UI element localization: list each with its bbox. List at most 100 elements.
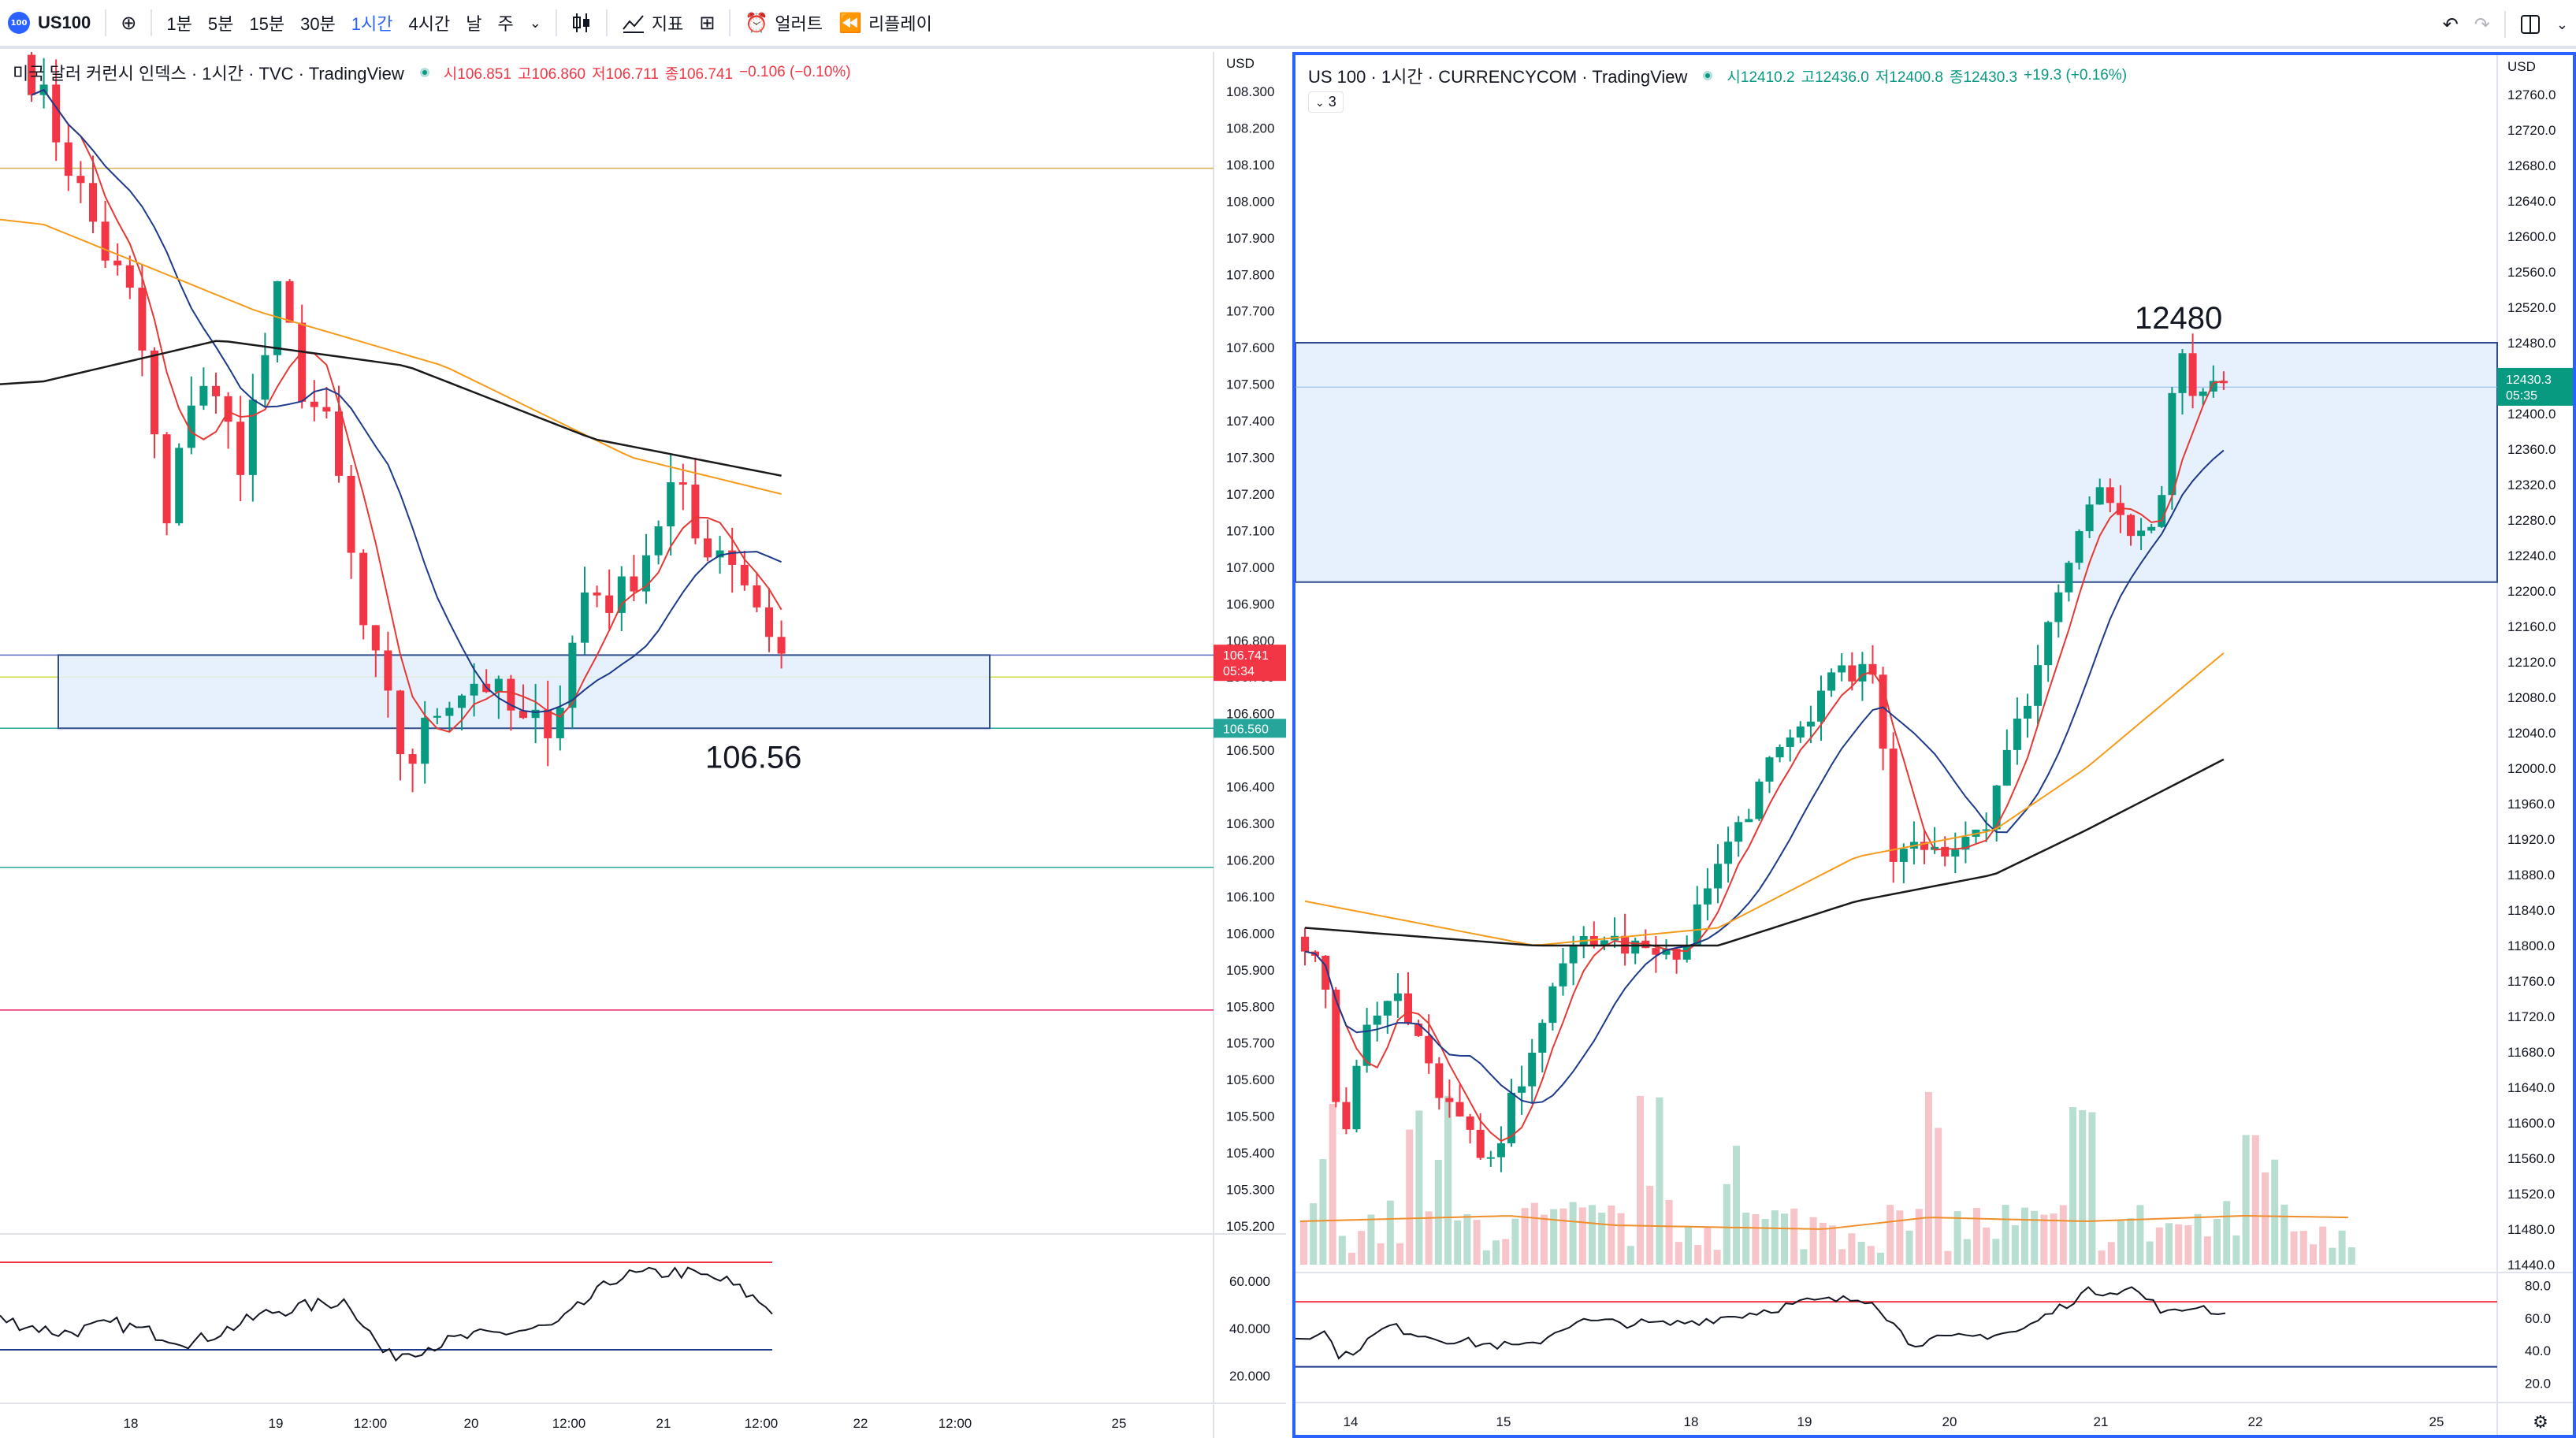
chevron-down-icon: ⌄	[529, 14, 541, 32]
interval-5m[interactable]: 5분	[207, 14, 234, 34]
price-tick-label: 12040.0	[2507, 726, 2556, 741]
symbol-logo-icon: 100	[8, 12, 30, 34]
time-tick-label: 18	[124, 1416, 139, 1431]
interval-30m[interactable]: 30분	[300, 14, 336, 34]
candle-body	[1548, 986, 1557, 1024]
rsi-tick-label: 20.000	[1229, 1369, 1270, 1384]
candle-body	[1714, 864, 1722, 889]
volume-bar	[2299, 1231, 2307, 1265]
candle-body	[1332, 990, 1340, 1102]
us100-chart-canvas[interactable]: USD 12760.0 12720.0 12680.0 12640.0 12600.0 12…	[1295, 55, 2573, 1435]
candle-body	[654, 526, 663, 556]
volume-bar	[2136, 1205, 2144, 1265]
volume-bar	[2098, 1250, 2106, 1265]
price-tick-label: 12520.0	[2507, 300, 2556, 315]
volume-bar	[1482, 1250, 1490, 1265]
candle-body	[2106, 487, 2114, 503]
volume-bar	[1694, 1245, 1702, 1265]
volume-bar	[1771, 1210, 1779, 1265]
layout-templates-button[interactable]: ⊞	[691, 0, 723, 47]
alert-button[interactable]: ⏰ 얼러트	[737, 0, 831, 47]
price-tick-label: 12240.0	[2507, 548, 2556, 563]
volume-bar	[1925, 1091, 1932, 1265]
replay-button[interactable]: ⏪ 리플레이	[831, 0, 940, 47]
candle-body	[1817, 690, 1825, 722]
volume-ma-line	[1299, 1215, 2348, 1230]
candle-body	[433, 715, 441, 718]
candle-body	[248, 399, 257, 475]
candle-body	[1992, 785, 2001, 830]
symbol-search[interactable]: 100 US100	[0, 0, 99, 47]
candle-body	[1559, 963, 1567, 987]
redo-button[interactable]: ↷	[2466, 0, 2498, 49]
rsi-tick-label: 20.0	[2525, 1376, 2551, 1391]
candle-body	[1858, 663, 1867, 682]
compare-add-button[interactable]: ⊕	[113, 0, 144, 47]
volume-bar	[2262, 1172, 2269, 1265]
price-tick-label: 106.100	[1226, 890, 1274, 905]
volume-bar	[2011, 1225, 2019, 1265]
volume-bar	[2242, 1135, 2250, 1265]
indicators-collapse-toggle[interactable]: ⌄ 3	[1308, 91, 1344, 113]
candle-body	[531, 709, 540, 719]
price-tick-label: 11480.0	[2507, 1222, 2555, 1237]
candle-body	[716, 550, 724, 558]
market-status-icon	[419, 68, 429, 77]
chart-type-button[interactable]	[563, 0, 600, 47]
interval-1h[interactable]: 1시간	[351, 14, 393, 34]
chart-panel-dxy[interactable]: USD 108.300 108.200 108.100 108.000 107.900 10…	[0, 52, 1286, 1438]
symbol-label: US100	[38, 13, 91, 32]
volume-bar	[2165, 1223, 2173, 1265]
zone-price-badge	[1214, 719, 1286, 738]
volume-bar	[2232, 1235, 2240, 1265]
volume-bar	[1848, 1233, 1856, 1265]
volume-bar	[1598, 1213, 1606, 1265]
dxy-chart-canvas[interactable]: USD 108.300 108.200 108.100 108.000 107.900 10…	[0, 52, 1286, 1438]
candle-body	[2147, 526, 2156, 531]
price-tick-label: 11760.0	[2507, 974, 2555, 989]
price-tick-label: 12480.0	[2507, 336, 2556, 351]
price-tick-label: 107.900	[1226, 231, 1274, 246]
candle-body	[494, 678, 503, 693]
candle-body	[273, 281, 281, 355]
candles-icon	[572, 13, 589, 32]
volume-bar	[1685, 1227, 1692, 1265]
undo-button[interactable]: ↶	[2435, 0, 2466, 49]
candle-body	[2054, 592, 2063, 622]
price-tick-label: 12760.0	[2507, 87, 2556, 102]
open-value: 106.851	[457, 65, 511, 83]
interval-1d[interactable]: 날	[466, 14, 482, 34]
candle-body	[421, 717, 429, 764]
candle-body	[593, 592, 601, 596]
candle-body	[1703, 888, 1712, 905]
indicators-button[interactable]: 지표	[614, 0, 691, 47]
high-label: 고	[517, 65, 532, 83]
candle-body	[1631, 940, 1640, 954]
candle-body	[753, 585, 761, 608]
interval-1m[interactable]: 1분	[166, 14, 192, 34]
chart-panel-us100[interactable]: USD 12760.0 12720.0 12680.0 12640.0 12600.0 12…	[1292, 52, 2576, 1438]
candle-body	[261, 355, 269, 400]
ma-fast-line	[1304, 380, 2225, 1143]
volume-bar	[2002, 1205, 2009, 1265]
layout-dropdown[interactable]: ⌄	[2548, 0, 2576, 49]
undo-icon: ↶	[2442, 13, 2459, 35]
interval-1w[interactable]: 주	[497, 14, 514, 34]
interval-15m[interactable]: 15분	[249, 14, 285, 34]
last-price-badge	[2497, 367, 2573, 406]
candle-body	[765, 607, 773, 637]
candle-body	[64, 142, 72, 176]
layout-select-button[interactable]	[2512, 0, 2548, 49]
price-tick-label: 12080.0	[2507, 690, 2556, 705]
volume-bar	[1761, 1219, 1769, 1265]
interval-dropdown[interactable]: ⌄	[522, 0, 549, 47]
candle-body	[1435, 1063, 1444, 1098]
close-label: 종	[1949, 69, 1964, 86]
price-tick-label: 12560.0	[2507, 265, 2556, 280]
time-tick-label: 14	[1344, 1414, 1359, 1429]
interval-4h[interactable]: 4시간	[408, 14, 451, 34]
volume-bar	[1415, 1110, 1423, 1265]
low-label: 저	[592, 65, 606, 83]
candle-body	[298, 322, 307, 402]
split-layout-icon	[2520, 15, 2540, 34]
